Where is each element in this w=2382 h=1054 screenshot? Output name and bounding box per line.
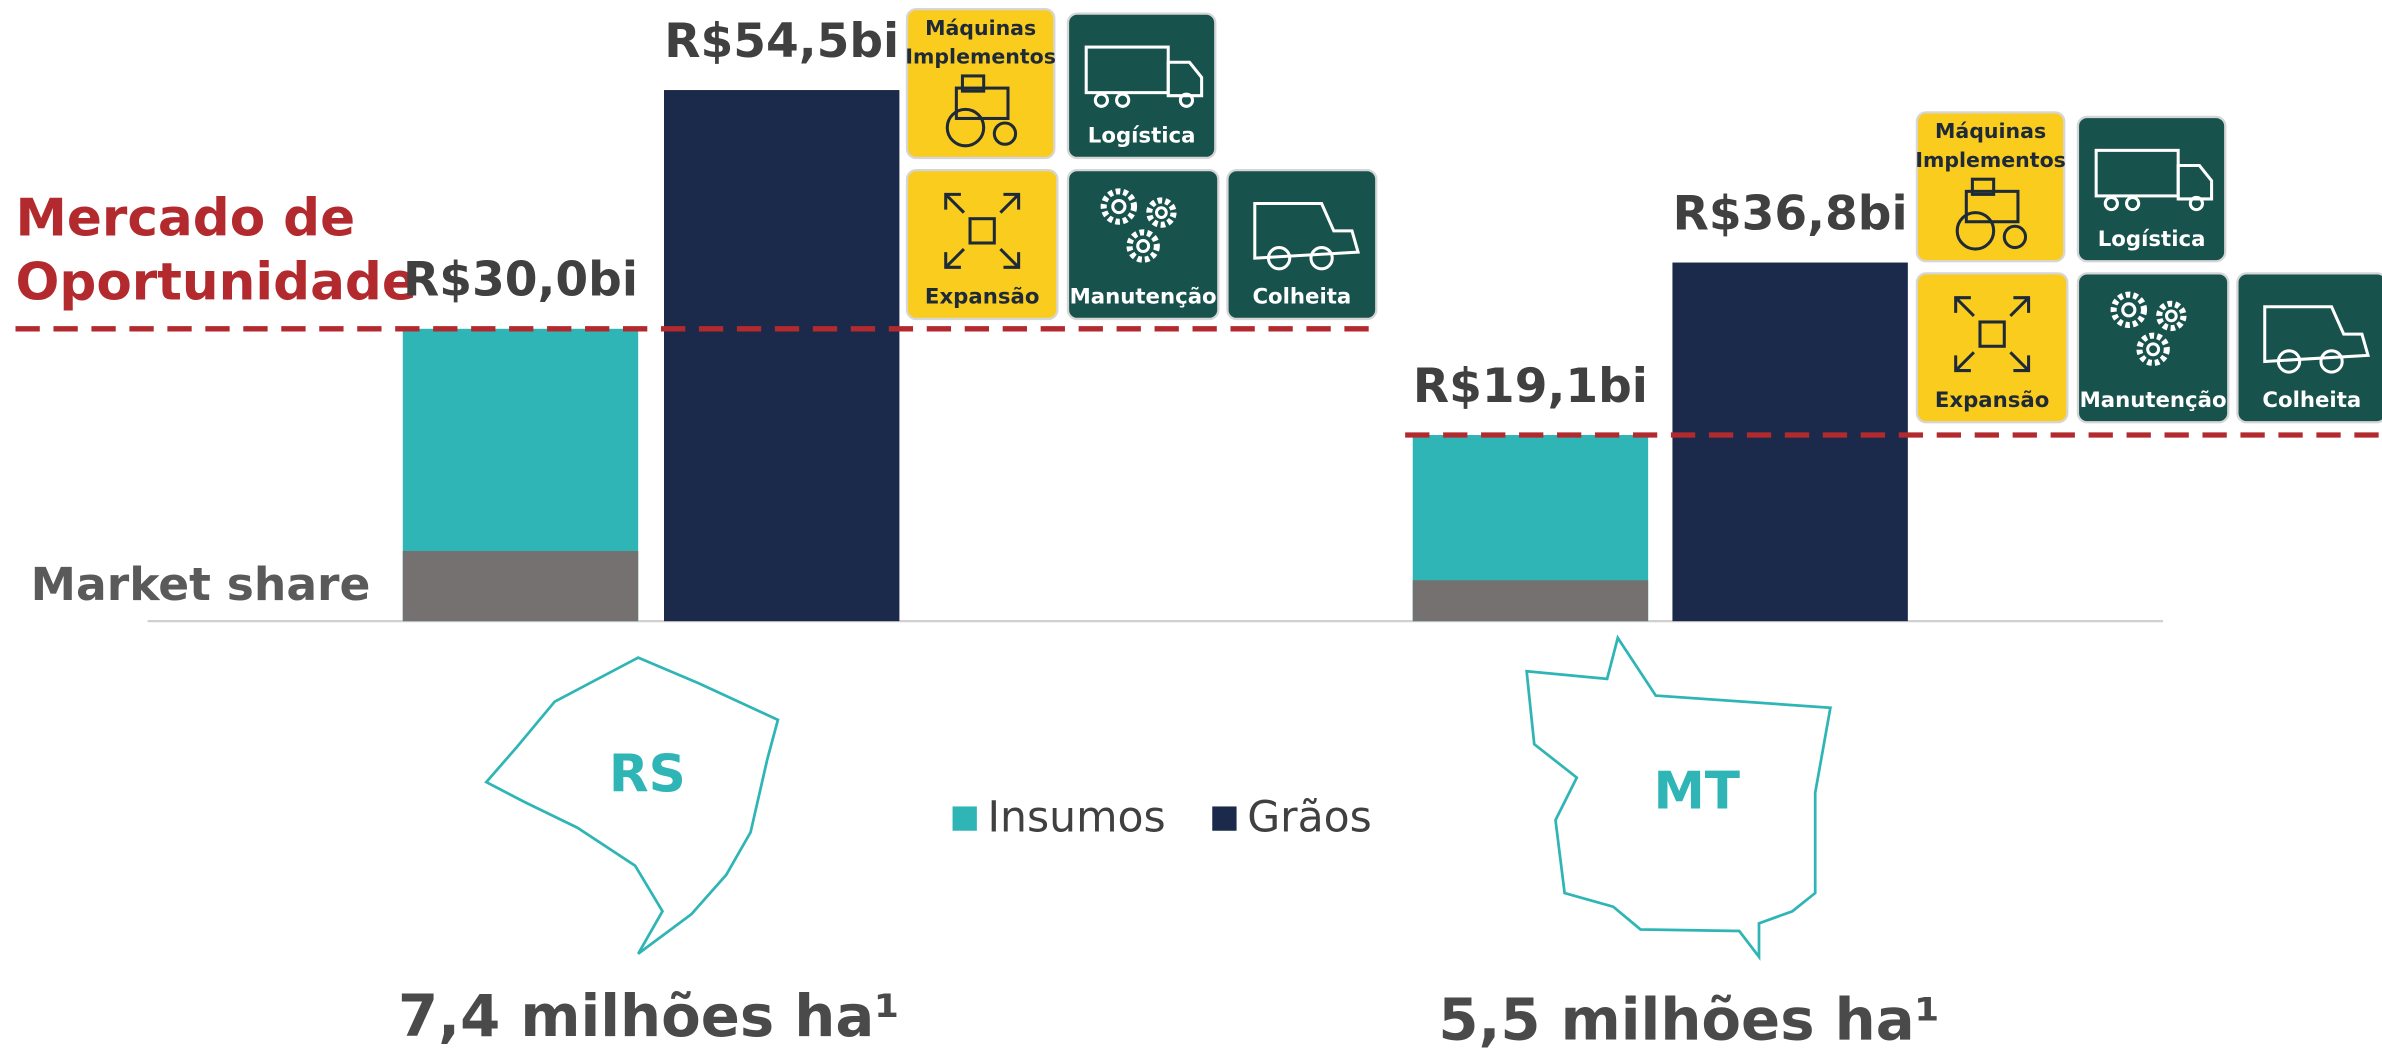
icon-part: [1970, 177, 1996, 196]
legend-swatch: [952, 806, 977, 831]
icon-part: [1166, 60, 1204, 98]
area-label: 7,4 milhões ha¹: [398, 982, 900, 1050]
tile-label: Implementos: [905, 45, 1056, 69]
tile-label: Logística: [1088, 124, 1196, 149]
icon-part: [2276, 349, 2302, 374]
icon-part: [2136, 332, 2170, 367]
market-share-bar: [1412, 580, 1649, 622]
legend-label: Insumos: [987, 794, 1165, 843]
tile-label: Manutenção: [2080, 388, 2227, 413]
tile-label: Máquinas: [925, 16, 1036, 40]
value-label: R$54,5bi: [664, 14, 899, 69]
icon-part: [944, 247, 966, 269]
icon-part: [1955, 211, 1996, 251]
icon-part: [2164, 309, 2178, 323]
tile: [905, 7, 1056, 160]
icon-part: [944, 192, 966, 214]
icon-part: [960, 74, 986, 93]
icon-part: [2319, 349, 2344, 374]
icon-part: [1115, 92, 1131, 108]
icon-part: [2009, 351, 2031, 373]
tile-icon: [2263, 305, 2370, 374]
icon-part: [2009, 296, 2031, 317]
opportunity-label: Oportunidade: [16, 253, 417, 313]
bar: [1672, 262, 1908, 622]
icon-part: [2103, 195, 2119, 212]
icon-part: [1253, 201, 1361, 260]
tile-icon: [945, 74, 1018, 148]
tile-label: Implementos: [1915, 148, 2066, 172]
value-label: R$19,1bi: [1413, 359, 1648, 414]
state-map: [484, 656, 780, 955]
tile-label: Expansão: [925, 285, 1039, 310]
icon-part: [1954, 351, 1975, 373]
tile-label: Colheita: [1252, 285, 1351, 310]
tile-label: Manutenção: [1070, 285, 1217, 310]
icon-part: [999, 247, 1021, 269]
icon-part: [2110, 291, 2148, 329]
icon-part: [1978, 320, 2006, 348]
icon-part: [945, 107, 986, 148]
tile: [1226, 168, 1378, 321]
icon-part: [992, 121, 1018, 146]
tile-label: Expansão: [1935, 388, 2050, 413]
state-map: [1525, 634, 1832, 961]
tile-label: Logística: [2098, 227, 2206, 252]
tile-icon: [2094, 148, 2214, 212]
icon-part: [1126, 229, 1160, 263]
icon-part: [1155, 206, 1168, 220]
tile-icon: [1955, 177, 2028, 251]
tile: [2076, 115, 2227, 263]
state-label: RS: [609, 745, 686, 805]
tile: [1915, 111, 2066, 263]
tile-label: Colheita: [2262, 388, 2361, 413]
tile-icon: [1084, 45, 1204, 108]
icon-part: [1100, 188, 1138, 225]
icon-part: [1093, 92, 1109, 108]
tile-label: Máquinas: [1935, 119, 2046, 143]
value-label: R$30,0bi: [403, 253, 638, 308]
icon-part: [1136, 239, 1151, 254]
market-share-bar: [402, 550, 639, 622]
bar: [664, 90, 900, 622]
icon-part: [1111, 198, 1127, 215]
icon-part: [999, 192, 1021, 214]
icon-part: [2188, 195, 2204, 212]
icon-part: [2002, 224, 2028, 250]
tile-icon: [1253, 201, 1361, 271]
tile: [2236, 272, 2382, 424]
market-share-label: Market share: [31, 558, 371, 611]
tile-icon: [1100, 188, 1177, 263]
icon-part: [2263, 305, 2370, 364]
icon-part: [2146, 342, 2161, 357]
icon-part: [1178, 92, 1195, 108]
tile: [1066, 12, 1217, 160]
icon-part: [2125, 195, 2141, 212]
icon-part: [1954, 296, 1975, 317]
icon-part: [2176, 164, 2214, 201]
legend-label: Grãos: [1247, 794, 1372, 843]
value-label: R$36,8bi: [1673, 186, 1908, 241]
icon-part: [1309, 246, 1334, 271]
icon-part: [968, 217, 996, 245]
opportunity-label: Mercado de: [16, 189, 356, 249]
icon-part: [2121, 302, 2137, 318]
icon-part: [1146, 197, 1177, 228]
state-label: MT: [1653, 761, 1740, 821]
tile-icon: [944, 192, 1021, 269]
area-label: 5,5 milhões ha¹: [1438, 985, 1940, 1053]
tile-icon: [1954, 296, 2031, 373]
legend-swatch: [1212, 806, 1237, 831]
icon-part: [1266, 246, 1292, 271]
